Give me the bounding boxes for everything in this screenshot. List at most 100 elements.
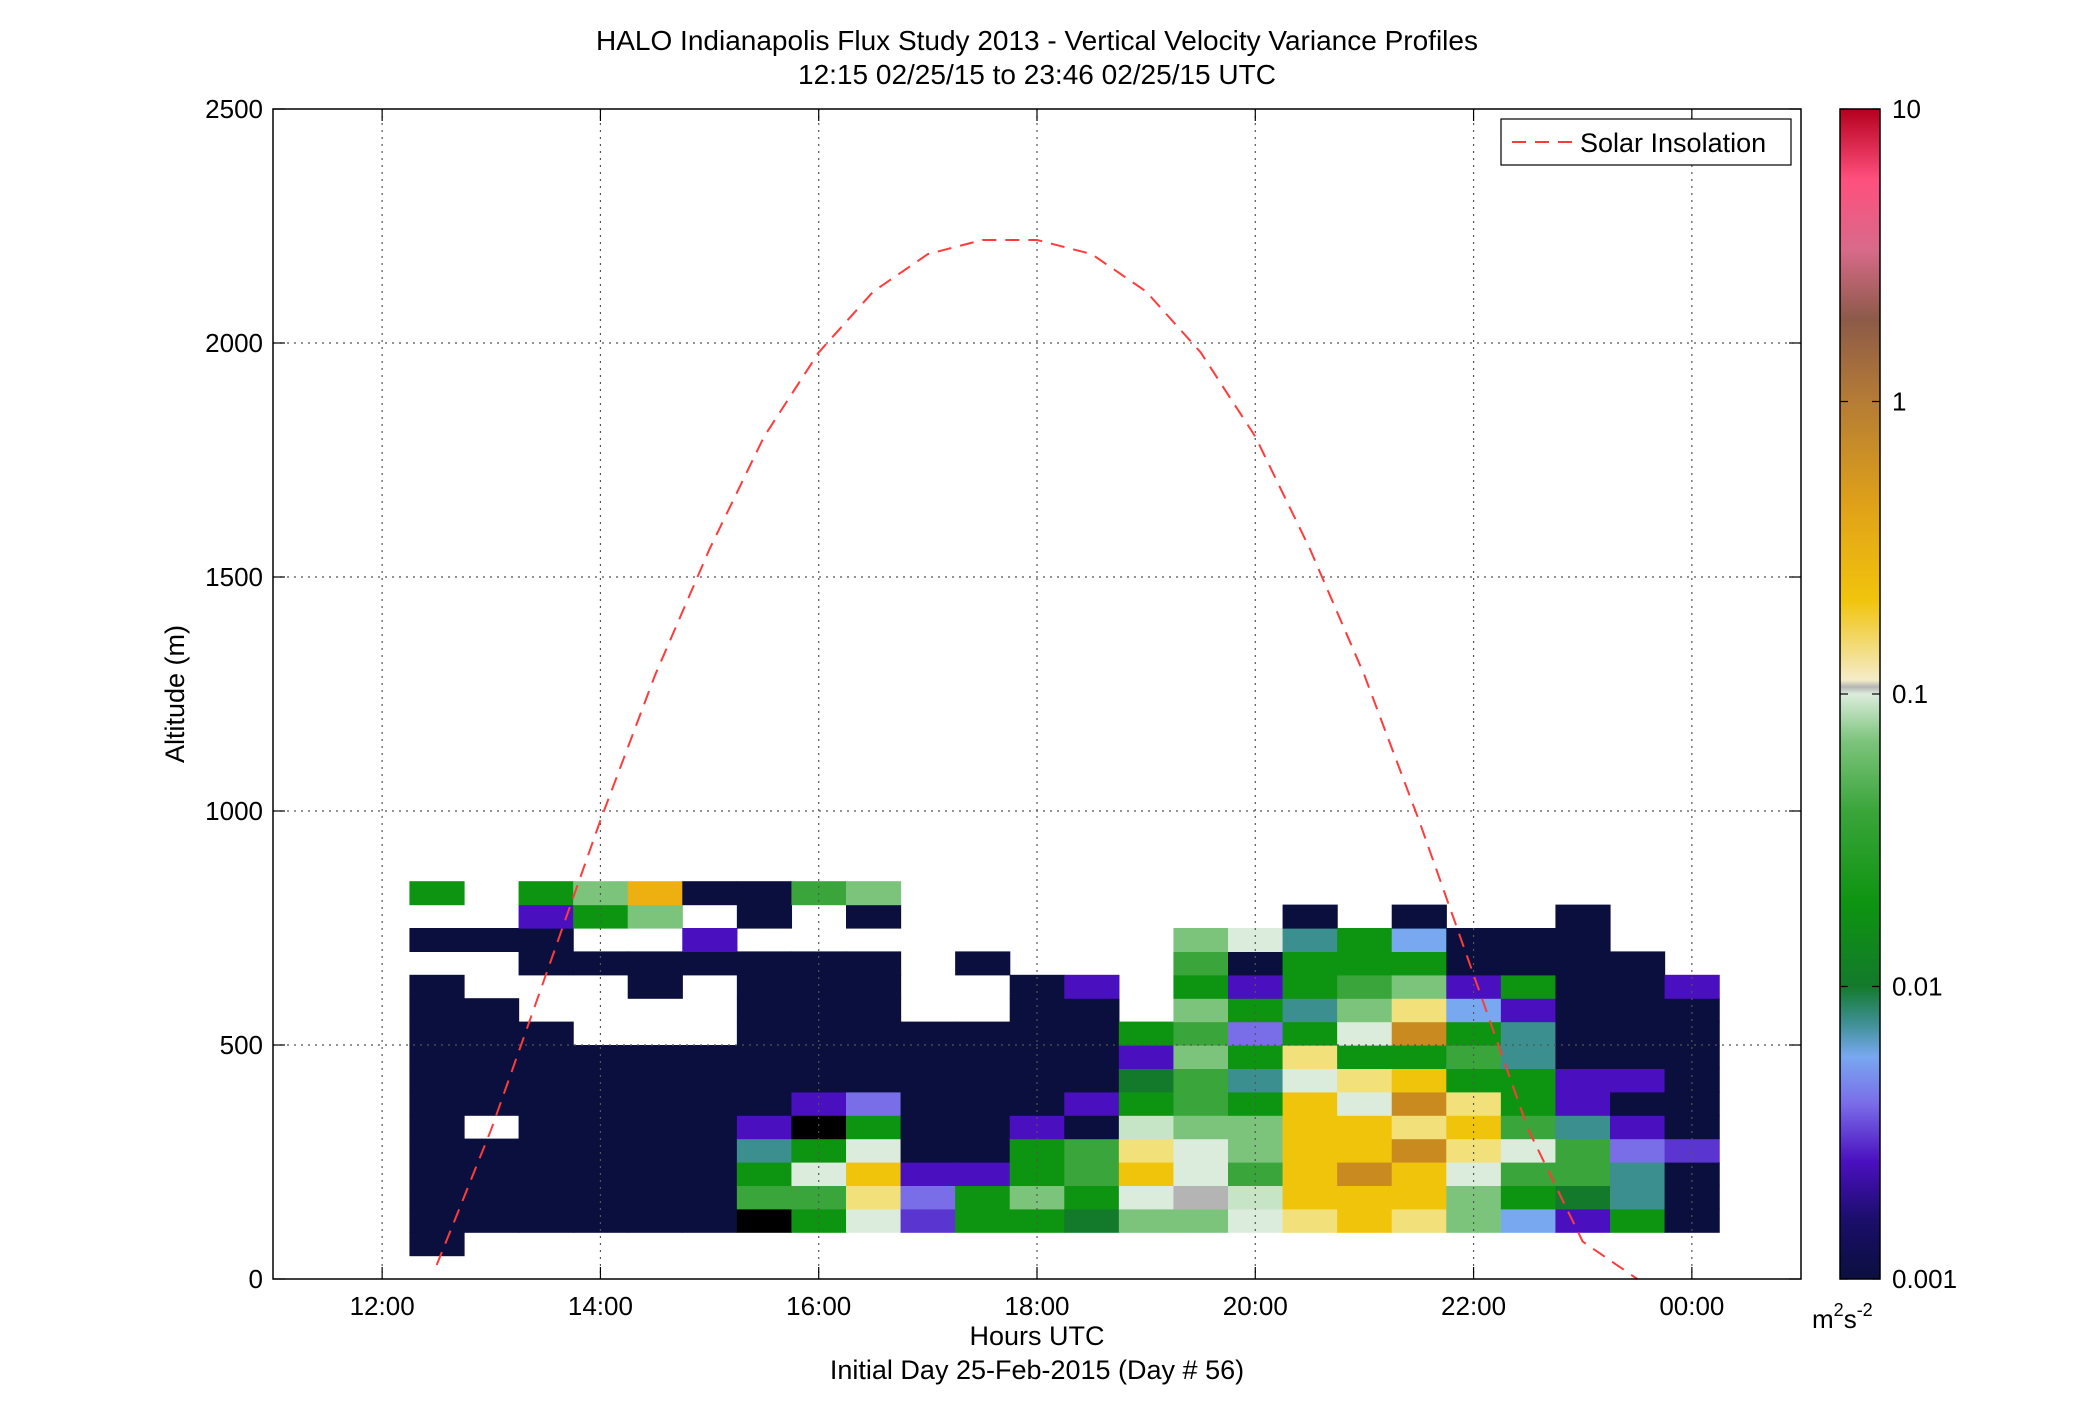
heatmap-cell	[518, 951, 574, 976]
heatmap-cell	[736, 1045, 793, 1069]
heatmap-cell	[1391, 928, 1447, 952]
heatmap-cell	[1337, 928, 1393, 952]
heatmap-cell	[1173, 1045, 1229, 1069]
heatmap-cell	[1173, 1208, 1229, 1233]
heatmap-cell	[1610, 1162, 1666, 1186]
heatmap-cell	[1337, 974, 1393, 999]
heatmap-cell	[1500, 974, 1557, 999]
heatmap-cell	[846, 1115, 902, 1140]
heatmap-cell	[1118, 1068, 1175, 1093]
axis-ticks: 12:00 14:00 16:00 18:00 20:00 22:00 00:00 0 500 1…	[205, 94, 1801, 1321]
heatmap-cell	[409, 1162, 465, 1186]
heatmap-cell	[1500, 1162, 1557, 1186]
colorbar-unit: m2s-2	[1812, 1300, 1873, 1334]
heatmap-cell	[955, 951, 1011, 976]
heatmap-cell	[846, 1208, 902, 1233]
heatmap-cell	[1664, 1208, 1720, 1233]
y-tick-label: 2500	[205, 94, 263, 124]
heatmap-cell	[1173, 998, 1229, 1023]
heatmap-cell	[1282, 1208, 1338, 1233]
colorbar-ticks: 0.001 0.01 0.1 1 10	[1840, 94, 1957, 1294]
heatmap-cell	[1555, 1091, 1611, 1116]
heatmap-cell	[1282, 1138, 1338, 1163]
heatmap-cell	[955, 1068, 1011, 1093]
heatmap-cell	[1337, 1045, 1393, 1069]
heatmap-cell	[1337, 1068, 1393, 1093]
heatmap-cell	[1446, 928, 1502, 952]
heatmap-cell	[682, 1162, 738, 1186]
heatmap-cell	[464, 1045, 520, 1069]
heatmap-cell	[1555, 1162, 1611, 1186]
colorbar-tick-label: 1	[1892, 387, 1906, 417]
heatmap-cell	[900, 1162, 956, 1186]
heatmap-cell	[791, 1185, 847, 1210]
heatmap-cell	[1500, 998, 1557, 1023]
heatmap-cell	[627, 881, 683, 906]
colorbar: 0.001 0.01 0.1 1 10 m2s-2	[1812, 94, 1957, 1334]
heatmap-cell	[1555, 1138, 1611, 1163]
heatmap-cell	[1391, 1045, 1447, 1069]
heatmap-cell	[846, 974, 902, 999]
heatmap-cell	[955, 1162, 1011, 1186]
heatmap-cell	[736, 998, 793, 1023]
heatmap-cell	[791, 1115, 847, 1140]
x-tick-label: 14:00	[568, 1291, 633, 1321]
heatmap-cell	[1555, 1068, 1611, 1093]
heatmap-cell	[1118, 1208, 1175, 1233]
heatmap-cell	[1664, 1185, 1720, 1210]
heatmap-cell	[1391, 1021, 1447, 1046]
heatmap-cell	[1282, 1185, 1338, 1210]
heatmap-cell	[1173, 951, 1229, 976]
heatmap-cell	[682, 1185, 738, 1210]
heatmap-cell	[1064, 1185, 1120, 1210]
heatmap-cell	[1391, 1208, 1447, 1233]
heatmap-cell	[846, 1162, 902, 1186]
heatmap-cell	[573, 1138, 629, 1163]
y-tick-label: 2000	[205, 328, 263, 358]
heatmap-cell	[409, 1091, 465, 1116]
chart-subtitle: 12:15 02/25/15 to 23:46 02/25/15 UTC	[798, 59, 1276, 90]
heatmap-cell	[409, 1045, 465, 1069]
heatmap-cell	[846, 951, 902, 976]
heatmap-cell	[736, 1138, 793, 1163]
heatmap-cell	[1228, 928, 1284, 952]
heatmap-cell	[627, 1115, 683, 1140]
heatmap-cell	[736, 881, 793, 906]
heatmap-cell	[1610, 1208, 1666, 1233]
heatmap-cell	[1282, 1115, 1338, 1140]
colorbar-tick-label: 0.01	[1892, 972, 1943, 1002]
heatmap-cell	[1500, 1115, 1557, 1140]
heatmap-cell	[955, 1045, 1011, 1069]
y-axis-label: Altitude (m)	[160, 625, 190, 763]
heatmap-cell	[682, 1208, 738, 1233]
colorbar-unit-exp1: 2	[1834, 1300, 1844, 1320]
heatmap-cell	[409, 1232, 465, 1257]
heatmap-cell	[1555, 998, 1611, 1023]
heatmap-cell	[627, 1068, 683, 1093]
heatmap-cell	[1064, 974, 1120, 999]
heatmap-cell	[464, 1091, 520, 1116]
heatmap-cell	[1009, 1138, 1065, 1163]
heatmap-cell	[409, 1185, 465, 1210]
heatmap-cell	[1500, 1185, 1557, 1210]
heatmap-cell	[1555, 928, 1611, 952]
heatmap-cell	[518, 1162, 574, 1186]
heatmap-cell	[1337, 1162, 1393, 1186]
heatmap-cell	[1610, 974, 1666, 999]
heatmap-cell	[736, 1021, 793, 1046]
chart-title: HALO Indianapolis Flux Study 2013 - Vert…	[596, 25, 1478, 56]
heatmap-cell	[1446, 1068, 1502, 1093]
heatmap-cell	[846, 881, 902, 906]
heatmap-cell	[846, 1045, 902, 1069]
heatmap-cell	[1555, 974, 1611, 999]
heatmap-cell	[1173, 1138, 1229, 1163]
heatmap-cell	[846, 998, 902, 1023]
heatmap-cell	[900, 1091, 956, 1116]
heatmap-cell	[1337, 951, 1393, 976]
heatmap-cell	[409, 928, 465, 952]
heatmap-cell	[682, 1068, 738, 1093]
heatmap-cell	[1064, 1091, 1120, 1116]
heatmap-cell	[1282, 1021, 1338, 1046]
heatmap-cell	[900, 1045, 956, 1069]
